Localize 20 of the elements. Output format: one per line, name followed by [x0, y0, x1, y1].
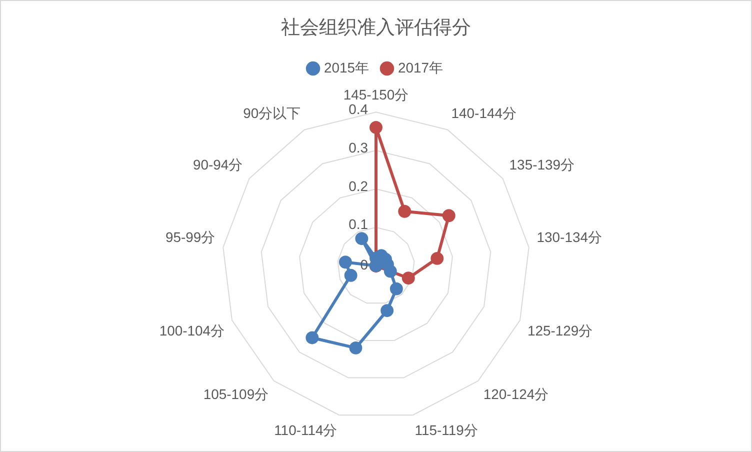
y-tick-label: 0.1: [348, 216, 368, 232]
spoke-label: 135-139分: [509, 156, 575, 172]
spoke-label: 105-109分: [203, 386, 269, 402]
spoke-label: 140-144分: [451, 105, 516, 122]
spoke-label: 130-134分: [536, 228, 602, 245]
spoke-label: 120-124分: [483, 386, 549, 402]
legend-label: 2015年: [324, 59, 370, 76]
spoke-label: 110-114分: [274, 422, 338, 438]
y-tick-label: 0.4: [348, 100, 368, 117]
spoke-label: 115-119分: [414, 422, 478, 438]
spoke-label: 145-150分: [343, 86, 409, 103]
y-tick-label: 0.3: [348, 139, 368, 156]
spoke-label: 95-99分: [166, 228, 216, 245]
spoke-label: 125-129分: [527, 322, 593, 338]
legend-label: 2017年: [398, 59, 443, 76]
chart-title: 社会组织准入评估得分: [280, 18, 472, 38]
spoke-label: 90分以下: [243, 105, 301, 122]
spoke-label: 100-104分: [159, 322, 225, 338]
y-tick-label: 0.2: [348, 178, 368, 194]
spoke-label: 90-94分: [193, 156, 243, 172]
